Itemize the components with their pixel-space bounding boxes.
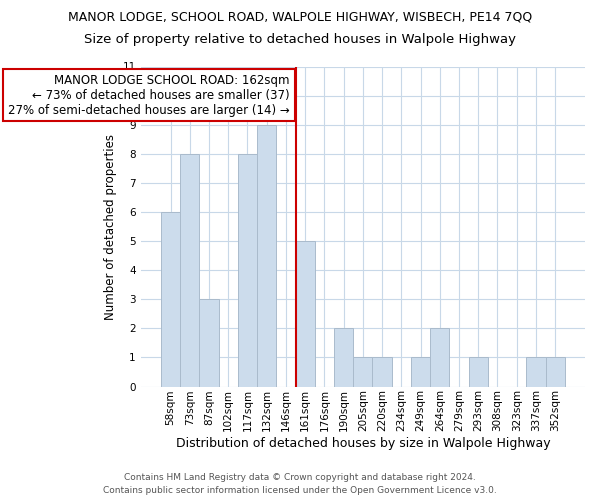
Bar [296, 241, 315, 386]
Text: Size of property relative to detached houses in Walpole Highway: Size of property relative to detached ho… [84, 32, 516, 46]
Y-axis label: Number of detached properties: Number of detached properties [104, 134, 117, 320]
Bar [526, 358, 545, 386]
Bar [161, 212, 180, 386]
Bar [199, 300, 218, 386]
Text: MANOR LODGE SCHOOL ROAD: 162sqm
← 73% of detached houses are smaller (37)
27% of: MANOR LODGE SCHOOL ROAD: 162sqm ← 73% of… [8, 74, 290, 117]
Text: MANOR LODGE, SCHOOL ROAD, WALPOLE HIGHWAY, WISBECH, PE14 7QQ: MANOR LODGE, SCHOOL ROAD, WALPOLE HIGHWA… [68, 10, 532, 23]
Bar [469, 358, 488, 386]
Bar [238, 154, 257, 386]
Bar [353, 358, 373, 386]
X-axis label: Distribution of detached houses by size in Walpole Highway: Distribution of detached houses by size … [176, 437, 550, 450]
Bar [257, 124, 277, 386]
Bar [373, 358, 392, 386]
Bar [411, 358, 430, 386]
Bar [180, 154, 199, 386]
Bar [334, 328, 353, 386]
Text: Contains HM Land Registry data © Crown copyright and database right 2024.
Contai: Contains HM Land Registry data © Crown c… [103, 474, 497, 495]
Bar [545, 358, 565, 386]
Bar [430, 328, 449, 386]
